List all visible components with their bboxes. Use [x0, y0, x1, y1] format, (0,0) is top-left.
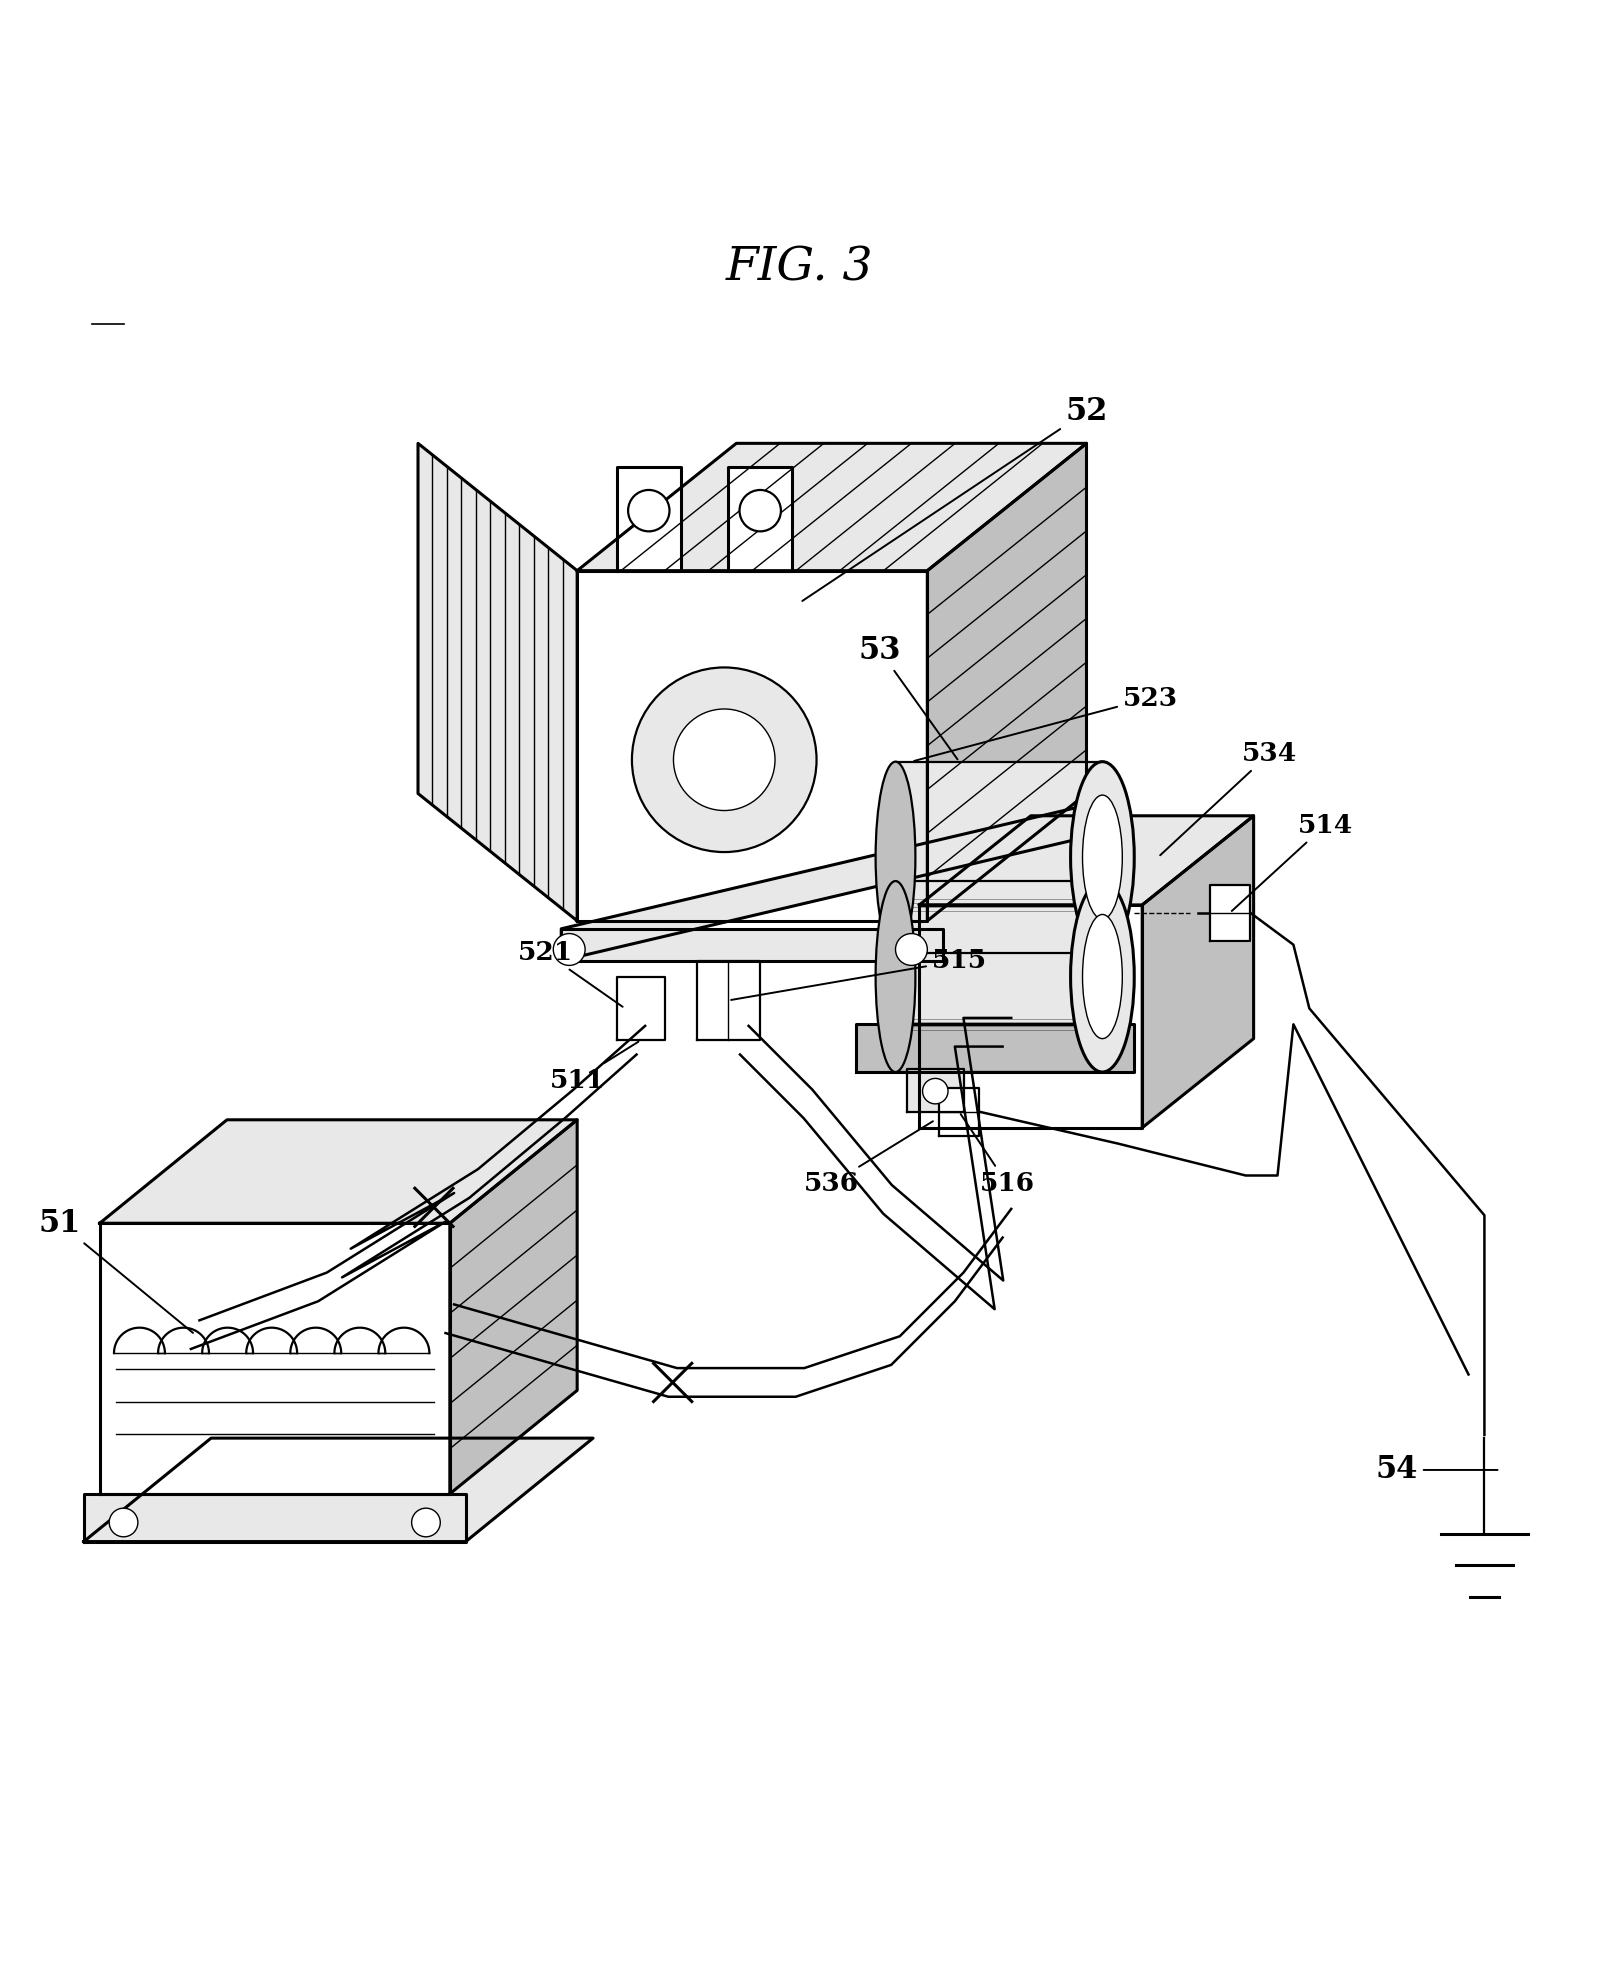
Text: 514: 514	[1232, 813, 1354, 912]
Polygon shape	[1142, 815, 1254, 1128]
Ellipse shape	[875, 880, 915, 1071]
Polygon shape	[920, 906, 1142, 1128]
Text: 536: 536	[805, 1120, 933, 1195]
Polygon shape	[907, 1069, 963, 1112]
Ellipse shape	[875, 762, 915, 953]
Polygon shape	[562, 929, 944, 961]
Polygon shape	[99, 1223, 450, 1494]
Polygon shape	[618, 467, 680, 571]
Polygon shape	[920, 815, 1254, 906]
Polygon shape	[1210, 884, 1250, 941]
Circle shape	[629, 490, 669, 532]
Ellipse shape	[1083, 914, 1122, 1038]
Text: 53: 53	[858, 634, 957, 760]
Circle shape	[109, 1508, 138, 1538]
Polygon shape	[856, 1024, 1134, 1071]
Polygon shape	[83, 1494, 466, 1542]
Polygon shape	[896, 762, 1102, 953]
Polygon shape	[578, 571, 928, 921]
Polygon shape	[618, 977, 664, 1040]
Circle shape	[411, 1508, 440, 1538]
Polygon shape	[418, 443, 578, 921]
Text: 515: 515	[731, 949, 987, 1000]
Ellipse shape	[1070, 762, 1134, 953]
Text: 52: 52	[802, 396, 1107, 601]
Circle shape	[896, 933, 928, 965]
Polygon shape	[696, 961, 760, 1040]
Text: 511: 511	[550, 1042, 638, 1093]
Polygon shape	[928, 443, 1086, 921]
Polygon shape	[728, 467, 792, 571]
Text: 523: 523	[914, 685, 1178, 760]
Text: 516: 516	[960, 1114, 1035, 1195]
Polygon shape	[578, 443, 1086, 571]
Polygon shape	[83, 1437, 594, 1542]
Polygon shape	[896, 880, 1102, 1071]
Text: 54: 54	[1376, 1455, 1498, 1485]
Polygon shape	[939, 1089, 979, 1136]
Circle shape	[674, 709, 774, 811]
Circle shape	[554, 933, 586, 965]
Text: 521: 521	[518, 939, 622, 1006]
Polygon shape	[450, 1120, 578, 1494]
Polygon shape	[562, 801, 1102, 961]
Text: 51: 51	[38, 1207, 194, 1333]
Ellipse shape	[1083, 795, 1122, 920]
Text: 534: 534	[1160, 740, 1298, 855]
Ellipse shape	[1070, 880, 1134, 1071]
Circle shape	[923, 1079, 949, 1105]
Polygon shape	[99, 1120, 578, 1223]
Circle shape	[739, 490, 781, 532]
Text: FIG. 3: FIG. 3	[726, 246, 874, 291]
Circle shape	[632, 667, 816, 853]
